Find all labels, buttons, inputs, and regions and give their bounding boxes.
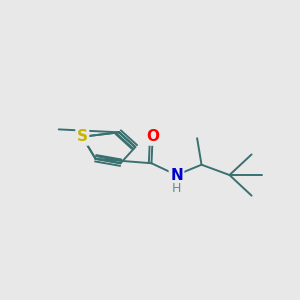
Text: H: H — [172, 182, 181, 195]
Text: O: O — [146, 129, 159, 144]
Text: S: S — [77, 129, 88, 144]
Text: N: N — [170, 167, 183, 182]
